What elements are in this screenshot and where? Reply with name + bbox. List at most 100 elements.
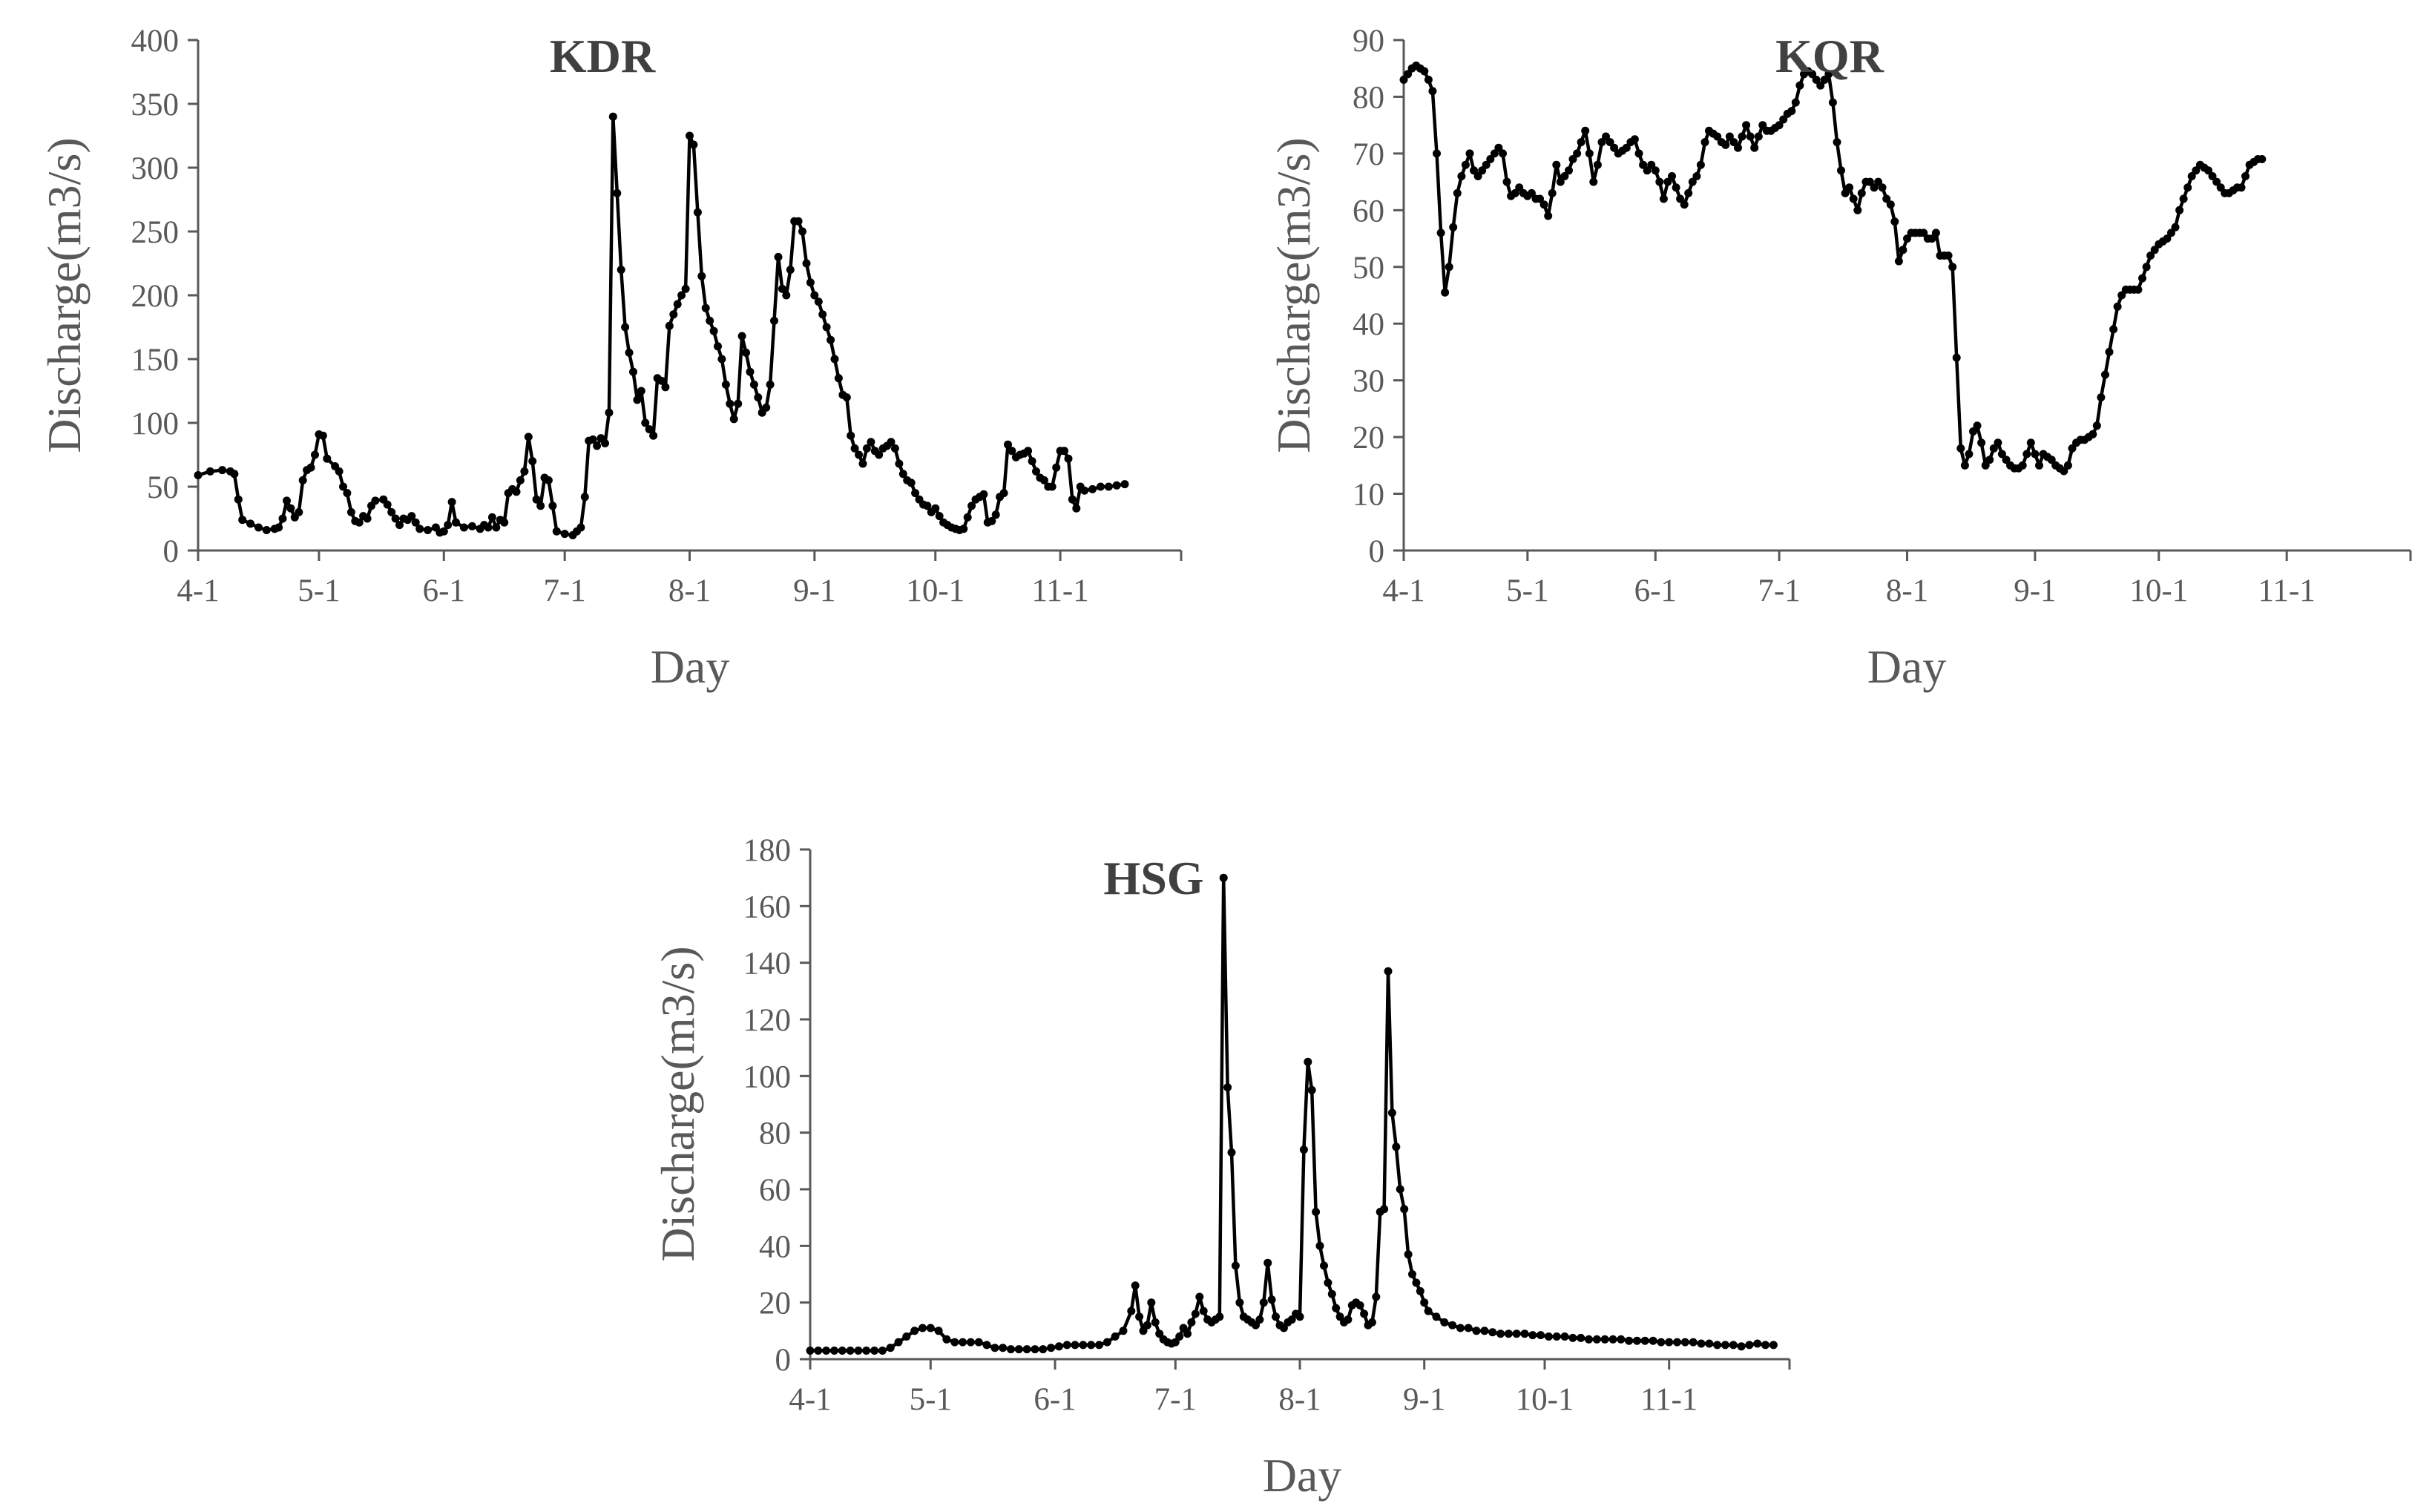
- data-point: [830, 1347, 838, 1355]
- data-point: [1327, 1289, 1336, 1298]
- data-point: [1721, 1341, 1729, 1350]
- data-point: [1952, 353, 1961, 362]
- data-point: [1608, 1335, 1617, 1344]
- data-point: [1187, 1318, 1196, 1327]
- data-point: [867, 438, 875, 447]
- data-point: [1528, 1331, 1537, 1340]
- data-point: [2187, 172, 2196, 180]
- data-point: [1231, 1261, 1240, 1270]
- data-point: [1903, 234, 1911, 243]
- data-point: [1304, 1057, 1312, 1066]
- data-point: [1994, 438, 2002, 447]
- data-point: [234, 495, 243, 504]
- data-point: [1259, 1298, 1268, 1307]
- data-point: [974, 1338, 983, 1347]
- data-point: [1577, 138, 1585, 147]
- data-point: [1696, 160, 1705, 169]
- y-tick-label: 200: [131, 279, 180, 314]
- data-point: [2208, 172, 2217, 180]
- data-point: [1416, 1286, 1424, 1295]
- x-tick-label: 10-1: [1516, 1382, 1574, 1417]
- data-point: [512, 487, 521, 496]
- data-point: [2216, 183, 2225, 192]
- x-ticks: 4-1 5-1 6-1 7-1 8-1 9-1 10-1 11-1: [1382, 550, 2412, 608]
- data-point: [1499, 149, 1507, 158]
- data-point: [1960, 461, 1969, 470]
- data-point: [1103, 1338, 1111, 1347]
- data-point: [2212, 177, 2221, 186]
- data-point: [1267, 1295, 1276, 1304]
- data-point: [959, 525, 968, 533]
- y-tick-label: 0: [163, 534, 180, 569]
- data-point: [1750, 143, 1759, 152]
- data-point: [2146, 252, 2155, 260]
- y-tick-label: 60: [759, 1173, 791, 1208]
- y-tick-label: 50: [147, 470, 179, 505]
- x-tick-label: 4-1: [1382, 573, 1424, 608]
- data-point: [1332, 1304, 1341, 1312]
- data-point: [1512, 1329, 1521, 1338]
- y-tick-label: 0: [775, 1343, 792, 1378]
- y-tick-label: 150: [131, 343, 180, 378]
- data-point: [814, 298, 823, 306]
- data-point: [528, 457, 537, 466]
- data-point: [1028, 457, 1036, 466]
- data-point: [1432, 1312, 1441, 1321]
- data-point: [895, 459, 904, 468]
- data-point: [1824, 70, 1833, 79]
- data-point: [1745, 1341, 1754, 1350]
- data-point: [1062, 1341, 1071, 1350]
- x-tick-label: 5-1: [910, 1382, 952, 1417]
- data-point: [283, 496, 291, 505]
- data-point: [1272, 1312, 1280, 1321]
- data-point: [1399, 76, 1408, 84]
- data-point: [1738, 132, 1746, 141]
- data-point: [1985, 456, 1994, 464]
- data-point: [1480, 1327, 1489, 1335]
- data-point: [1680, 1338, 1689, 1347]
- data-point: [1894, 257, 1903, 266]
- data-point: [1882, 194, 1891, 203]
- y-tick-label: 90: [1353, 24, 1384, 59]
- y-tick-label: 300: [131, 151, 180, 186]
- data-point: [1095, 1341, 1103, 1350]
- data-point: [689, 140, 698, 149]
- data-point: [1769, 1341, 1778, 1350]
- data-point: [2241, 172, 2250, 180]
- data-point: [898, 470, 907, 479]
- data-point: [593, 441, 602, 450]
- chart-title-hsg: HSG: [1103, 852, 1203, 904]
- data-point: [1688, 177, 1697, 186]
- y-ticks: 0 50 100 150 200 250 300 350 400: [131, 24, 198, 569]
- data-point: [701, 303, 710, 312]
- y-tick-label: 160: [743, 890, 792, 924]
- data-point: [1482, 160, 1491, 169]
- data-point: [1295, 1312, 1304, 1321]
- data-point: [1853, 206, 1862, 214]
- data-point: [766, 380, 775, 389]
- data-point: [1490, 149, 1499, 158]
- data-point: [850, 444, 859, 453]
- data-point: [391, 514, 400, 523]
- data-point: [536, 502, 545, 510]
- data-point: [729, 415, 738, 424]
- data-point: [1088, 484, 1097, 493]
- data-point: [935, 512, 944, 521]
- data-point: [637, 387, 645, 395]
- y-tick-label: 40: [759, 1229, 791, 1264]
- data-point: [1845, 183, 1854, 192]
- data-point: [721, 380, 730, 389]
- data-point: [439, 527, 448, 536]
- data-point: [2105, 347, 2114, 356]
- data-point: [1639, 160, 1648, 169]
- data-point: [339, 482, 347, 491]
- data-point: [1761, 1341, 1769, 1350]
- y-tick-label: 50: [1353, 251, 1384, 286]
- data-point: [990, 1344, 999, 1352]
- data-point: [411, 518, 420, 527]
- y-tick-label: 140: [743, 947, 792, 982]
- data-point: [1064, 454, 1073, 463]
- data-point: [1111, 1332, 1120, 1341]
- data-point: [1828, 98, 1837, 107]
- data-point: [858, 459, 867, 468]
